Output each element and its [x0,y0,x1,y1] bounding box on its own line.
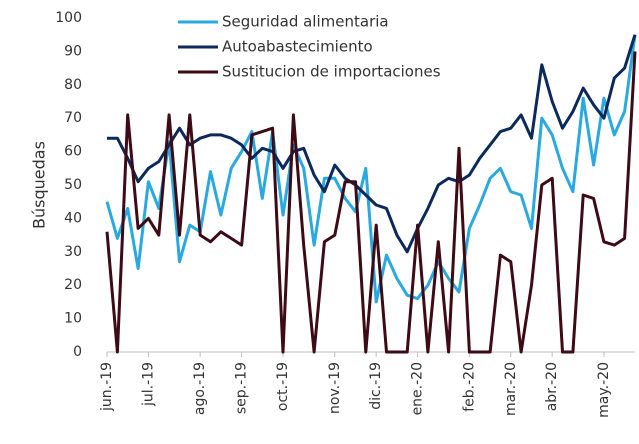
series-line [105,51,637,354]
y-axis-label: Búsquedas [30,141,49,229]
x-tick-label: sep.-19 [234,362,250,414]
y-tick-label: 0 [73,344,82,360]
x-tick-label: may.-20 [596,362,612,418]
y-tick-label: 90 [64,43,82,59]
y-tick-label: 60 [64,144,82,160]
series-line [105,34,637,304]
x-tick-label: jul.-19 [140,362,156,407]
x-tick-label: jun.-19 [99,362,115,412]
y-tick-label: 20 [64,277,82,293]
x-tick-label: feb.-20 [461,362,477,412]
legend-label: Sustitucion de importaciones [222,63,441,81]
y-tick-label: 30 [64,244,82,260]
x-tick-label: oct.-19 [275,362,291,411]
series-line [107,34,637,254]
y-tick-label: 80 [64,77,82,93]
x-tick-label: ene.-20 [410,362,426,415]
y-tick-label: 40 [64,210,82,226]
y-tick-label: 70 [64,110,82,126]
x-tick-label: mar.-20 [503,362,519,416]
x-tick-label: dic.-19 [368,362,384,410]
legend-label: Autoabastecimiento [222,38,373,56]
y-tick-label: 100 [55,10,82,26]
x-tick-label: abr.-20 [544,362,560,411]
x-tick-label: ago.-19 [192,362,208,415]
y-tick-label: 10 [64,311,82,327]
legend-label: Seguridad alimentaria [222,13,389,31]
y-tick-label: 50 [64,177,82,193]
x-tick-label: nov.-19 [327,362,343,414]
